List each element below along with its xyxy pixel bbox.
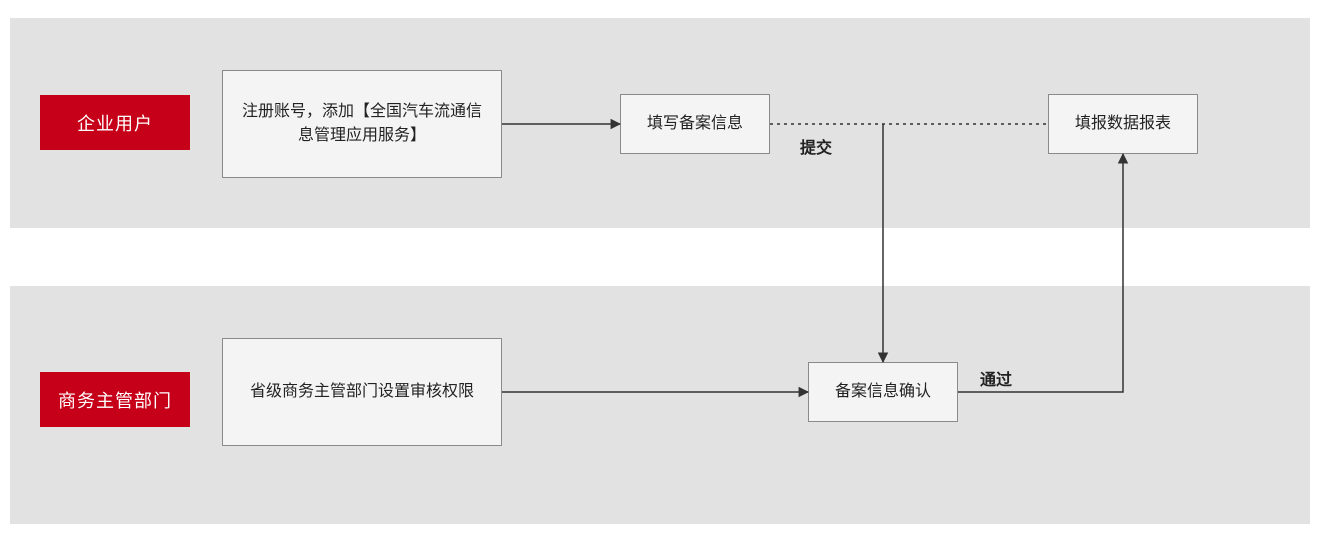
node-text: 填写备案信息	[647, 112, 743, 136]
node-report-data: 填报数据报表	[1048, 94, 1198, 154]
node-set-permission: 省级商务主管部门设置审核权限	[222, 338, 502, 446]
edge-label-text: 通过	[980, 372, 1012, 389]
node-fill-filing: 填写备案信息	[620, 94, 770, 154]
node-register: 注册账号，添加【全国汽车流通信息管理应用服务】	[222, 70, 502, 178]
node-text: 填报数据报表	[1075, 112, 1171, 136]
lane-label-authority: 商务主管部门	[40, 372, 190, 427]
node-text: 省级商务主管部门设置审核权限	[250, 380, 474, 404]
flowchart-canvas: 企业用户 商务主管部门 注册账号，添加【全国汽车流通信息管理应用服务】 填写备案…	[0, 0, 1321, 546]
node-text: 备案信息确认	[835, 380, 931, 404]
node-text: 注册账号，添加【全国汽车流通信息管理应用服务】	[237, 100, 487, 148]
edge-label-text: 提交	[800, 140, 832, 157]
lane-label-enterprise: 企业用户	[40, 95, 190, 150]
lane-authority	[10, 286, 1310, 524]
node-confirm-filing: 备案信息确认	[808, 362, 958, 422]
edge-label-submit: 提交	[800, 134, 832, 158]
lane-label-text: 商务主管部门	[58, 387, 172, 413]
edge-label-pass: 通过	[980, 366, 1012, 390]
lane-label-text: 企业用户	[77, 110, 153, 136]
